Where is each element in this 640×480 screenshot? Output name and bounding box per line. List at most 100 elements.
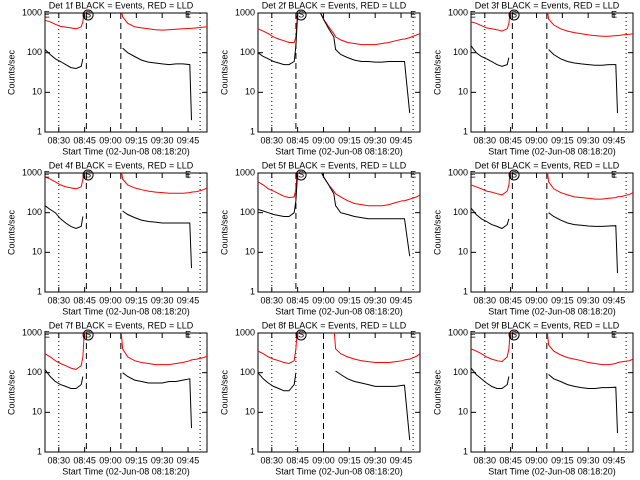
panel: Det 9f BLACK = Events, RED = LLD Start Ti… <box>432 320 634 476</box>
y-tick-label: 1000 <box>22 167 42 177</box>
y-tick-label: 1000 <box>235 167 255 177</box>
annotation-circle <box>295 329 307 341</box>
annotation: E <box>470 9 476 19</box>
x-tick-label: 09:30 <box>577 135 600 145</box>
x-tick-label: 08:30 <box>48 135 71 145</box>
x-tick-label: 08:45 <box>499 135 522 145</box>
y-tick-label: 1000 <box>22 327 42 337</box>
data-line <box>45 369 192 429</box>
y-tick-label: 10 <box>458 407 468 417</box>
y-tick-label: 10 <box>245 87 255 97</box>
chart-title: Det 7f BLACK = Events, RED = LLD <box>49 320 194 330</box>
x-axis-label: Start Time (02-Jun-08 08:18:20) <box>488 146 616 156</box>
x-tick-label: 09:00 <box>312 295 335 305</box>
y-tick-label: 1 <box>463 126 468 136</box>
y-tick-label: 1 <box>250 126 255 136</box>
y-tick-label: 100 <box>240 47 255 57</box>
data-line <box>45 333 207 371</box>
x-axis-label: Start Time (02-Jun-08 08:18:20) <box>62 146 190 156</box>
annotation: E <box>470 329 476 339</box>
annotation: E <box>185 169 191 179</box>
annotation: E <box>611 169 617 179</box>
y-tick-label: 10 <box>32 87 42 97</box>
y-tick-label: 100 <box>453 47 468 57</box>
x-tick-label: 09:45 <box>177 135 200 145</box>
panel: Det 8f BLACK = Events, RED = LLD Start Ti… <box>219 320 421 476</box>
x-tick-label: 09:30 <box>577 295 600 305</box>
x-tick-label: 09:00 <box>312 455 335 465</box>
data-line <box>471 333 633 366</box>
plot-frame <box>257 12 421 133</box>
chart-title: Det 2f BLACK = Events, RED = LLD <box>262 0 407 10</box>
data-line <box>258 13 411 114</box>
y-tick-label: 100 <box>27 367 42 377</box>
data-line <box>258 333 420 365</box>
chart-title: Det 8f BLACK = Events, RED = LLD <box>262 320 407 330</box>
y-axis-label: Counts/sec <box>432 209 442 255</box>
y-tick-label: 1000 <box>448 7 468 17</box>
x-axis-label: Start Time (02-Jun-08 08:18:20) <box>62 466 190 476</box>
x-tick-label: 08:45 <box>499 455 522 465</box>
y-tick-label: 100 <box>27 47 42 57</box>
y-tick-label: 1 <box>250 446 255 456</box>
plot-frame <box>470 332 634 453</box>
y-tick-label: 1 <box>463 446 468 456</box>
plot-frame <box>470 172 634 293</box>
annotation-circle <box>295 9 307 21</box>
annotation: E <box>44 329 50 339</box>
x-tick-label: 09:15 <box>338 295 361 305</box>
y-axis-label: Counts/sec <box>219 369 229 415</box>
annotation: E <box>185 9 191 19</box>
y-tick-label: 10 <box>32 407 42 417</box>
x-tick-label: 09:00 <box>525 295 548 305</box>
data-line <box>471 367 618 434</box>
annotation: E <box>611 9 617 19</box>
annotation-circle <box>295 169 307 181</box>
annotation: E <box>44 169 50 179</box>
x-tick-label: 09:30 <box>364 295 387 305</box>
chart-title: Det 4f BLACK = Events, RED = LLD <box>49 160 194 170</box>
y-tick-label: 1 <box>250 286 255 296</box>
x-tick-label: 09:30 <box>151 455 174 465</box>
annotation: E <box>410 169 416 179</box>
data-line <box>471 207 618 274</box>
y-tick-label: 1 <box>37 286 42 296</box>
annotation: S <box>298 169 304 179</box>
plot-frame <box>44 12 208 133</box>
x-tick-label: 09:15 <box>551 135 574 145</box>
x-tick-label: 09:15 <box>125 135 148 145</box>
y-tick-label: 1 <box>463 286 468 296</box>
y-tick-label: 1000 <box>448 167 468 177</box>
x-tick-label: 08:45 <box>499 295 522 305</box>
data-line <box>45 47 192 121</box>
x-axis-label: Start Time (02-Jun-08 08:18:20) <box>275 306 403 316</box>
x-tick-label: 09:45 <box>390 295 413 305</box>
x-tick-label: 09:15 <box>125 455 148 465</box>
data-line <box>471 45 618 114</box>
data-line <box>258 173 420 207</box>
annotation: S <box>298 329 304 339</box>
x-tick-label: 09:15 <box>338 455 361 465</box>
annotation: E <box>470 169 476 179</box>
annotation: S <box>85 329 91 339</box>
x-tick-label: 08:30 <box>48 455 71 465</box>
annotation-circle <box>82 329 94 341</box>
y-tick-label: 100 <box>453 367 468 377</box>
panel: Det 7f BLACK = Events, RED = LLD Start Ti… <box>6 320 208 476</box>
y-tick-label: 100 <box>27 207 42 217</box>
y-axis-label: Counts/sec <box>6 369 16 415</box>
annotation: S <box>85 169 91 179</box>
data-line <box>258 13 420 46</box>
x-tick-label: 08:30 <box>474 455 497 465</box>
plot-frame <box>257 172 421 293</box>
x-tick-label: 09:45 <box>603 135 626 145</box>
x-axis-label: Start Time (02-Jun-08 08:18:20) <box>488 466 616 476</box>
y-tick-label: 1 <box>37 446 42 456</box>
x-tick-label: 08:30 <box>261 135 284 145</box>
panel: Det 1f BLACK = Events, RED = LLD Start Ti… <box>6 0 208 156</box>
y-tick-label: 10 <box>245 407 255 417</box>
chart-title: Det 1f BLACK = Events, RED = LLD <box>49 0 194 10</box>
x-tick-label: 09:30 <box>577 455 600 465</box>
y-axis-label: Counts/sec <box>219 209 229 255</box>
